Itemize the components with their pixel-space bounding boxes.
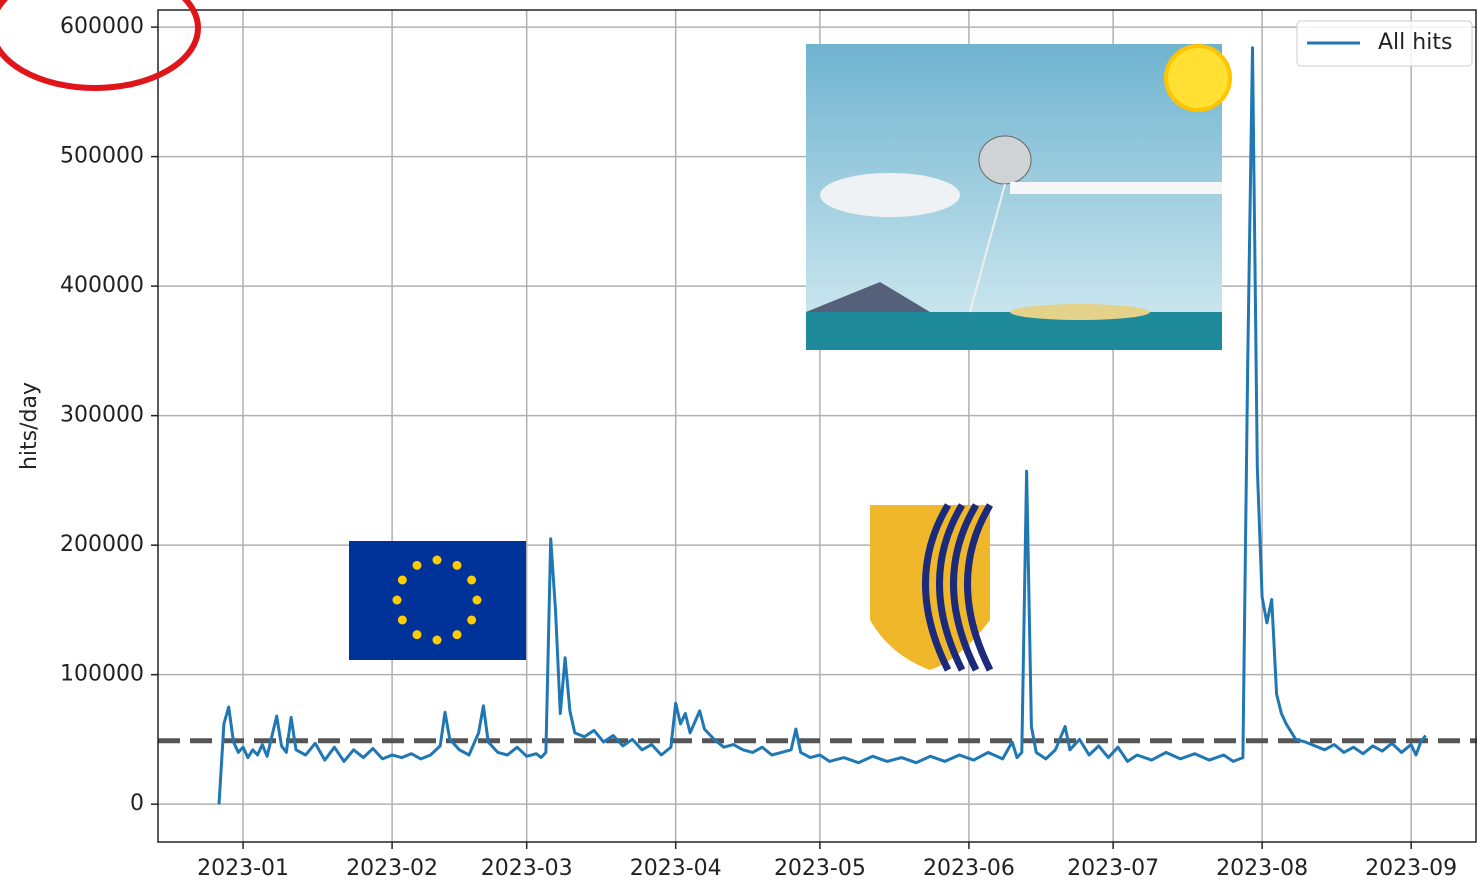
plume xyxy=(1010,182,1222,194)
shield-stripe xyxy=(936,503,966,672)
x-tick-label: 2023-05 xyxy=(774,856,866,881)
y-tick-label: 300000 xyxy=(60,403,144,428)
legend-label: All hits xyxy=(1378,30,1452,55)
legend-box xyxy=(1296,20,1473,67)
red-circle-annotation xyxy=(0,0,201,91)
x-tick-label: 2023-06 xyxy=(923,856,1015,881)
x-tick-label: 2023-03 xyxy=(481,856,573,881)
eu-star xyxy=(432,555,442,565)
island xyxy=(1010,304,1150,320)
eu-star xyxy=(452,560,462,570)
y-tick-label: 0 xyxy=(130,791,144,816)
eu-star xyxy=(412,630,422,640)
eu-star xyxy=(397,575,407,585)
eu-star xyxy=(467,615,477,625)
x-tick-label: 2023-02 xyxy=(346,856,438,881)
y-tick-label: 100000 xyxy=(60,662,144,687)
y-axis-label: hits/day xyxy=(17,382,42,470)
x-tick-label: 2023-09 xyxy=(1365,856,1457,881)
eu-star xyxy=(452,630,462,640)
x-tick-label: 2023-01 xyxy=(197,856,289,881)
eu-star xyxy=(467,575,477,585)
y-tick-label: 200000 xyxy=(60,532,144,557)
sun xyxy=(1164,44,1232,112)
x-tick-label: 2023-04 xyxy=(630,856,722,881)
shield-stripe xyxy=(922,503,952,672)
volcano xyxy=(806,282,930,312)
plot-frame xyxy=(157,9,1477,843)
y-tick-label: 600000 xyxy=(60,14,144,39)
y-tick-label: 400000 xyxy=(60,273,144,298)
shield-stripe xyxy=(964,503,994,672)
smoke xyxy=(820,173,960,217)
x-tick-label: 2023-08 xyxy=(1216,856,1308,881)
line-series xyxy=(217,46,1427,805)
tether xyxy=(969,183,1006,313)
eu-star xyxy=(432,635,442,645)
y-tick-label: 500000 xyxy=(60,144,144,169)
shield-stripe xyxy=(950,503,980,672)
x-tick-label: 2023-07 xyxy=(1067,856,1159,881)
balloon xyxy=(978,135,1032,185)
shield xyxy=(870,505,990,670)
sea xyxy=(806,312,1222,350)
eu-star xyxy=(472,595,482,605)
eu-star xyxy=(397,615,407,625)
illustrations xyxy=(349,44,1232,672)
eu-star xyxy=(392,595,402,605)
eu-star xyxy=(412,560,422,570)
